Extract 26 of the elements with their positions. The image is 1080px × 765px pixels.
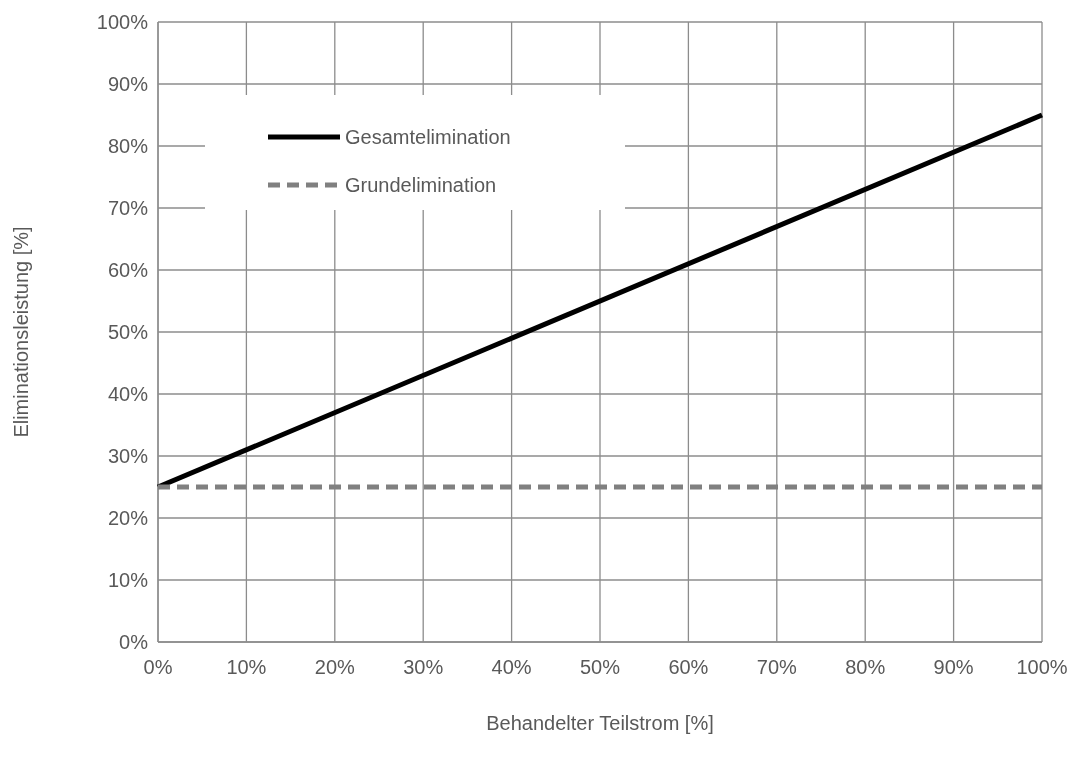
x-tick-label: 40% [491,656,532,678]
x-tick-label: 90% [933,656,974,678]
x-tick-label: 20% [314,656,356,678]
y-tick-label: 0% [119,631,149,653]
x-tick-label: 70% [756,656,798,678]
y-tick-label: 80% [107,135,149,157]
y-tick-label: 50% [107,321,149,343]
y-axis-title: Eliminationsleistung [%] [10,226,32,438]
y-tick-label: 10% [107,569,149,591]
x-tick-label: 50% [579,656,621,678]
x-tick-label: 60% [668,656,709,678]
x-tick-label: 10% [226,656,267,678]
x-tick-label: 80% [845,656,886,678]
x-tick-label: 0% [143,656,173,678]
y-tick-label: 70% [107,197,149,219]
legend-label: Gesamtelimination [345,126,511,148]
x-axis-title: Behandelter Teilstrom [%] [486,712,714,734]
x-tick-label: 100% [1016,656,1068,678]
y-tick-label: 20% [107,507,149,529]
legend-label: Grundelimination [345,174,497,196]
y-tick-label: 100% [96,11,149,33]
y-tick-label: 90% [107,73,149,95]
x-tick-label: 30% [403,656,444,678]
y-tick-label: 40% [107,383,149,405]
y-tick-label: 60% [107,259,149,281]
y-tick-label: 30% [107,445,149,467]
